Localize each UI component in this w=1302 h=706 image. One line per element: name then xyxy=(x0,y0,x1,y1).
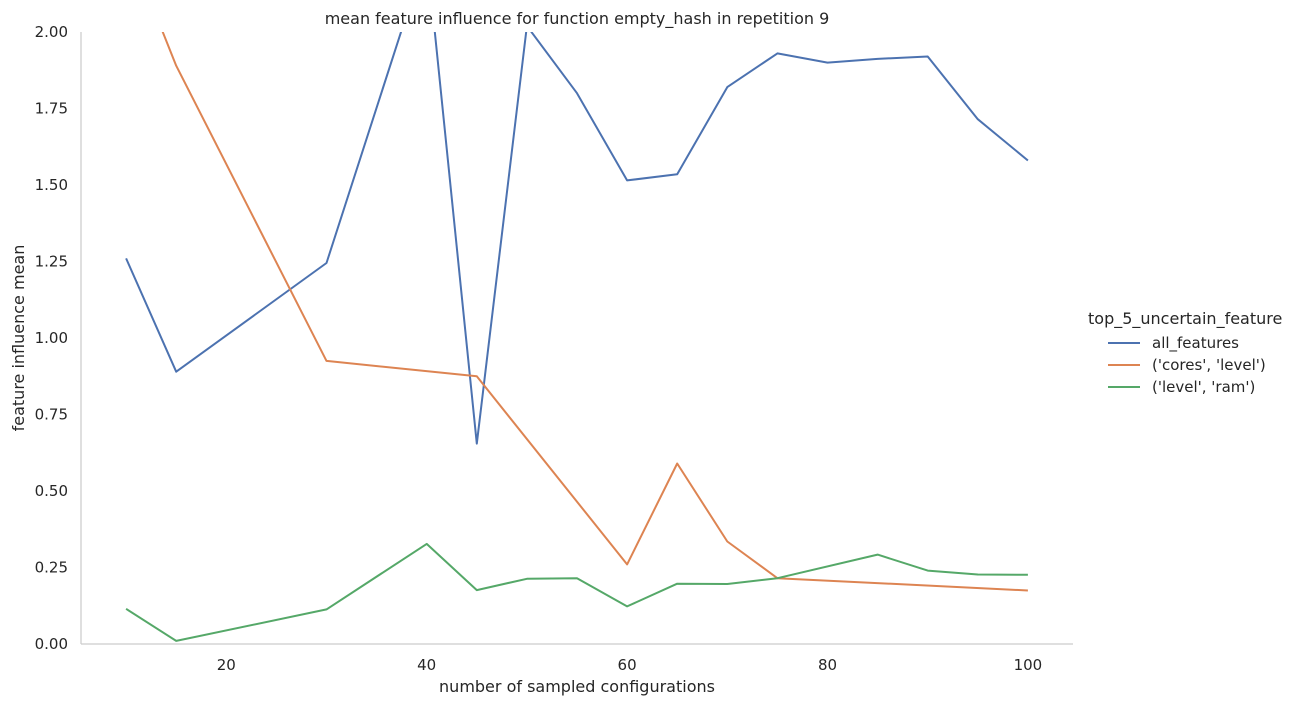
series-layer xyxy=(125,32,1029,642)
x-tick-label: 80 xyxy=(818,656,837,674)
x-axis-title: number of sampled configurations xyxy=(439,677,715,696)
series-line-0 xyxy=(125,32,1029,445)
y-tick-label: 2.00 xyxy=(35,23,68,41)
y-tick-label: 1.00 xyxy=(35,329,68,347)
x-tick-label: 20 xyxy=(217,656,236,674)
legend-label-2: ('level', 'ram') xyxy=(1152,378,1255,396)
y-tick-label: 1.50 xyxy=(35,176,68,194)
x-tick-label: 60 xyxy=(618,656,637,674)
y-tick-label: 0.00 xyxy=(35,635,68,653)
legend-label-1: ('cores', 'level') xyxy=(1152,356,1266,374)
legend-label-0: all_features xyxy=(1152,334,1239,353)
legend-items: all_features ('cores', 'level') ('level', … xyxy=(1108,334,1266,396)
y-axis-title: feature influence mean xyxy=(9,245,28,432)
y-tick-label: 1.75 xyxy=(35,100,68,118)
series-line-2 xyxy=(125,542,1028,642)
legend: top_5_uncertain_feature all_features ('co… xyxy=(1088,309,1282,396)
chart-title: mean feature influence for function empt… xyxy=(325,9,830,29)
x-axis-ticks: 20 40 60 80 100 xyxy=(217,656,1042,674)
y-tick-label: 0.75 xyxy=(35,406,68,424)
legend-title: top_5_uncertain_feature xyxy=(1088,309,1282,329)
series-line-1 xyxy=(161,32,1028,592)
y-tick-label: 0.50 xyxy=(35,482,68,500)
y-tick-label: 0.25 xyxy=(35,559,68,577)
y-axis-ticks: 0.00 0.25 0.50 0.75 1.00 1.25 1.50 1.75 2.00 xyxy=(35,23,68,653)
x-tick-label: 100 xyxy=(1014,656,1043,674)
x-tick-label: 40 xyxy=(417,656,436,674)
y-tick-label: 1.25 xyxy=(35,253,68,271)
